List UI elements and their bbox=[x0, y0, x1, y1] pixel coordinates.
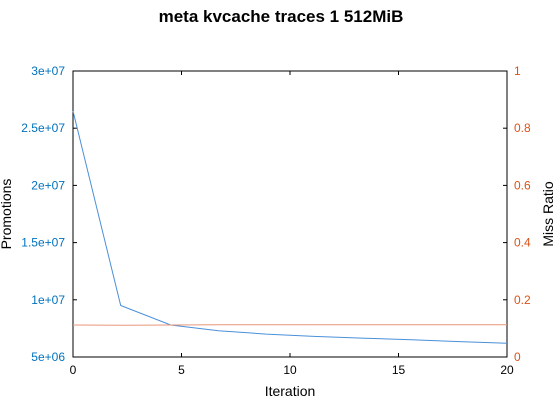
chart-title: meta kvcache traces 1 512MiB bbox=[159, 7, 404, 26]
left-tick-label: 2.5e+07 bbox=[21, 121, 65, 135]
plot-frame bbox=[72, 70, 508, 358]
x-axis-title: Iteration bbox=[265, 383, 316, 399]
x-tick-label: 15 bbox=[392, 363, 406, 377]
left-tick-label: 1.5e+07 bbox=[21, 236, 65, 250]
left-tick-label: 3e+07 bbox=[31, 64, 65, 78]
left-tick-label: 5e+06 bbox=[31, 350, 65, 364]
miss-ratio-series-line bbox=[72, 324, 507, 326]
left-tick-label: 2e+07 bbox=[31, 178, 65, 192]
x-tick-label: 10 bbox=[283, 363, 297, 377]
left-axis-title: Promotions bbox=[0, 179, 14, 250]
x-tick-label: 5 bbox=[178, 363, 185, 377]
promotions-series-line bbox=[72, 110, 508, 344]
right-tick-label: 1 bbox=[514, 64, 521, 78]
right-tick-label: 0.6 bbox=[514, 178, 531, 192]
right-tick-label: 0.4 bbox=[514, 236, 531, 250]
right-tick-label: 0 bbox=[514, 350, 521, 364]
plot-layer: 0 5 10 15 205e+061e+071.5e+072e+072.5e+073e+… bbox=[21, 64, 531, 377]
x-tick-label: 20 bbox=[500, 363, 514, 377]
x-tick-label: 0 bbox=[70, 363, 77, 377]
right-tick-label: 0.2 bbox=[514, 293, 531, 307]
right-axis-title: Miss Ratio bbox=[540, 181, 556, 247]
left-tick-label: 1e+07 bbox=[31, 293, 65, 307]
right-tick-label: 0.8 bbox=[514, 121, 531, 135]
